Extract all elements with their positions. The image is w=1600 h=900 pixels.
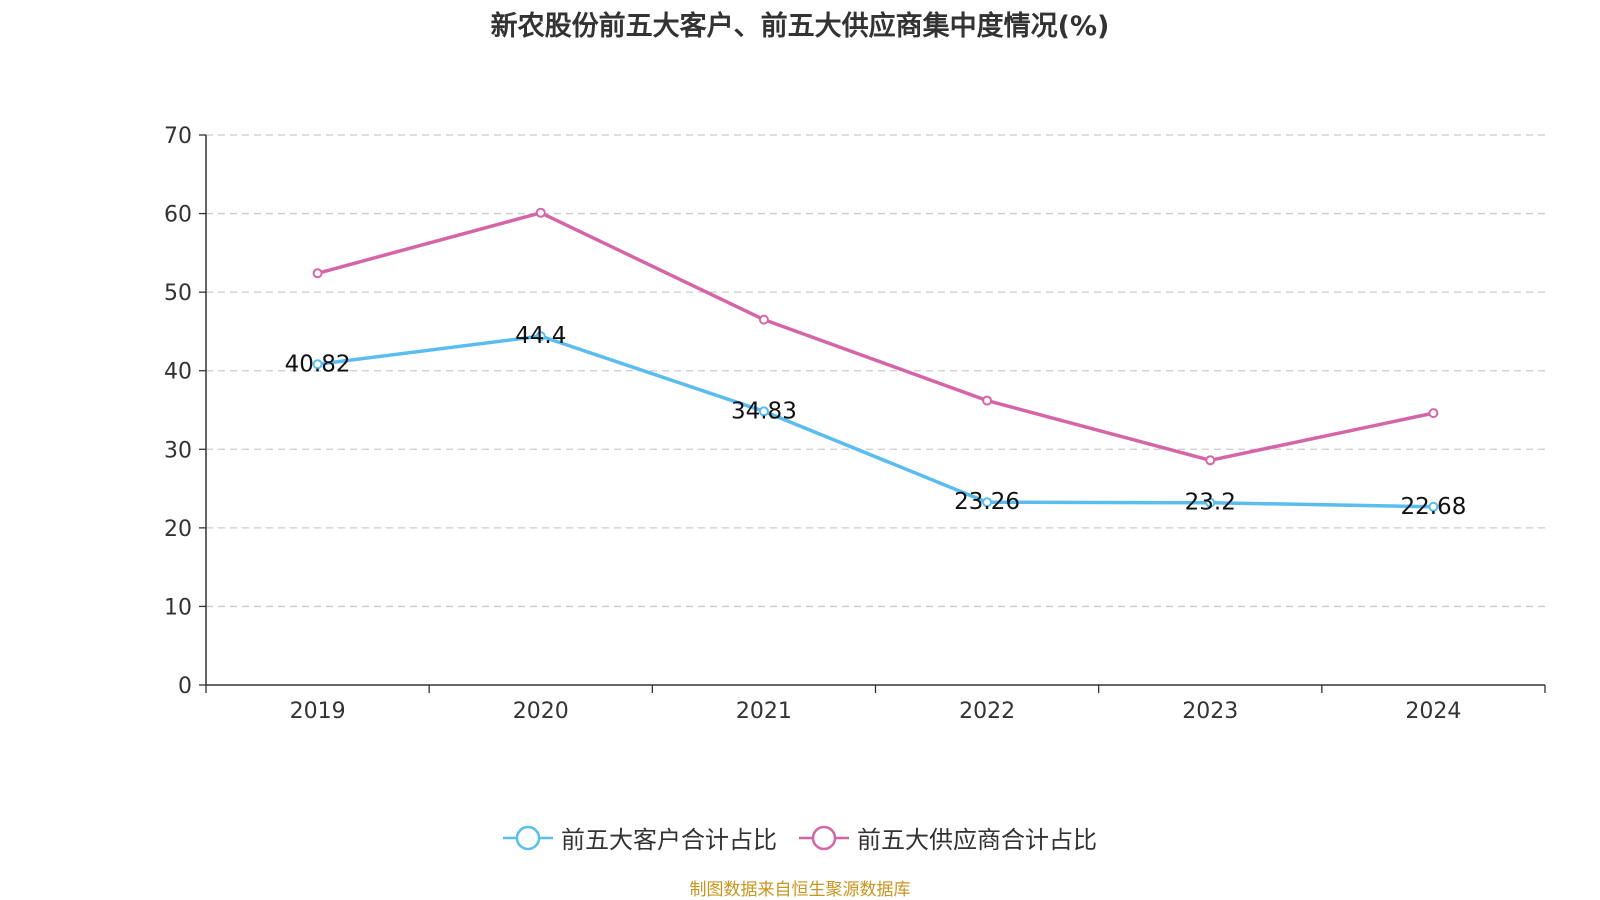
- legend-item-customers[interactable]: 前五大客户合计占比: [503, 820, 777, 855]
- grid-lines: [206, 134, 1545, 608]
- y-tick-label: 60: [164, 203, 192, 228]
- data-point: [982, 497, 993, 508]
- data-label: 22.68: [1400, 494, 1466, 520]
- x-tick-label: 2020: [513, 699, 569, 724]
- y-tick-label: 10: [164, 595, 192, 620]
- legend: 前五大客户合计占比 前五大供应商合计占比: [0, 820, 1600, 855]
- data-label: 23.26: [954, 489, 1020, 515]
- x-tick-label: 2024: [1405, 699, 1461, 724]
- data-point: [1205, 455, 1216, 466]
- y-tick-label: 50: [164, 281, 192, 306]
- data-label: 34.83: [731, 398, 797, 424]
- series-line-0: [317, 334, 1434, 509]
- legend-line-circle-icon: [503, 825, 553, 850]
- data-point: [312, 268, 323, 279]
- series-line-1: [317, 211, 1434, 463]
- y-tick-label: 30: [164, 438, 192, 463]
- legend-item-suppliers[interactable]: 前五大供应商合计占比: [799, 820, 1097, 855]
- data-point: [758, 406, 769, 417]
- data-point: [312, 359, 323, 370]
- data-point: [758, 314, 769, 325]
- data-label: 44.4: [515, 323, 566, 349]
- data-label: 40.82: [285, 351, 351, 377]
- legend-label-suppliers: 前五大供应商合计占比: [857, 826, 1097, 854]
- x-tick-label: 2022: [959, 699, 1015, 724]
- source-note: 制图数据来自恒生聚源数据库: [689, 880, 911, 900]
- x-tick-label: 2023: [1182, 699, 1238, 724]
- y-tick-label: 40: [164, 360, 192, 385]
- series-lines: [312, 207, 1439, 512]
- data-labels: 40.82 44.4 34.83 23.26 23.2 22.68: [285, 323, 1467, 520]
- data-point: [1428, 501, 1439, 512]
- data-label: 23.2: [1185, 490, 1236, 516]
- legend-label-customers: 前五大客户合计占比: [561, 826, 777, 854]
- data-point: [982, 395, 993, 406]
- axes: 0 10 20 30 40 50 60 70 2019 2020 2021 2022 2023 2024: [164, 124, 1546, 724]
- y-tick-label: 70: [164, 124, 192, 149]
- data-point: [1428, 408, 1439, 419]
- data-point: [1205, 497, 1216, 508]
- data-point: [535, 207, 546, 218]
- x-tick-label: 2019: [290, 699, 346, 724]
- y-tick-label: 20: [164, 517, 192, 542]
- x-tick-label: 2021: [736, 699, 792, 724]
- data-point: [535, 331, 546, 342]
- chart-title: 新农股份前五大客户、前五大供应商集中度情况(%): [490, 11, 1110, 42]
- y-tick-label: 0: [178, 674, 192, 699]
- legend-line-circle-icon: [799, 825, 849, 850]
